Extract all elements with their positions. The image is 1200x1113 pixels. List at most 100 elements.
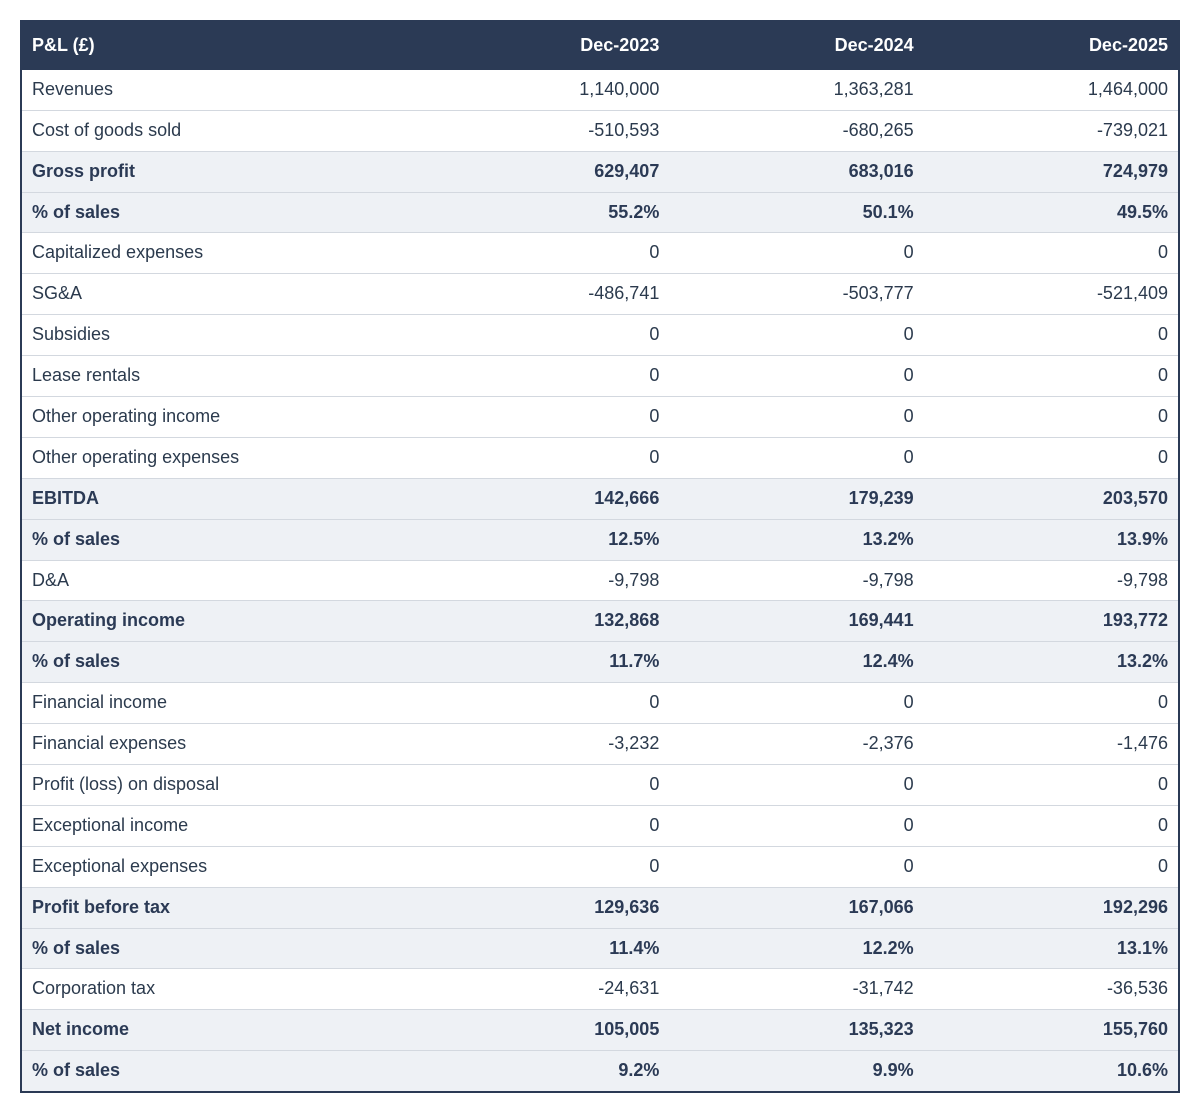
table-row: Other operating expenses000 — [22, 437, 1178, 478]
table-row: Financial income000 — [22, 683, 1178, 724]
row-label: % of sales — [22, 1051, 415, 1091]
row-value: 12.4% — [669, 642, 923, 683]
row-label: Subsidies — [22, 315, 415, 356]
row-value: -9,798 — [924, 560, 1178, 601]
row-value: 724,979 — [924, 151, 1178, 192]
row-value: -503,777 — [669, 274, 923, 315]
row-value: 0 — [924, 683, 1178, 724]
row-value: 11.4% — [415, 928, 669, 969]
row-label: D&A — [22, 560, 415, 601]
table-row: Exceptional income000 — [22, 805, 1178, 846]
row-label: Profit before tax — [22, 887, 415, 928]
row-value: 55.2% — [415, 192, 669, 233]
table-row: Lease rentals000 — [22, 356, 1178, 397]
row-value: 49.5% — [924, 192, 1178, 233]
table-row: Cost of goods sold-510,593-680,265-739,0… — [22, 110, 1178, 151]
row-label: Profit (loss) on disposal — [22, 765, 415, 806]
col-header-period-1: Dec-2023 — [415, 22, 669, 70]
row-value: -9,798 — [415, 560, 669, 601]
row-label: Net income — [22, 1010, 415, 1051]
table-row: % of sales12.5%13.2%13.9% — [22, 519, 1178, 560]
row-value: 0 — [924, 315, 1178, 356]
row-label: Financial expenses — [22, 724, 415, 765]
table-header-row: P&L (£) Dec-2023 Dec-2024 Dec-2025 — [22, 22, 1178, 70]
row-label: Exceptional expenses — [22, 846, 415, 887]
row-value: 683,016 — [669, 151, 923, 192]
row-label: % of sales — [22, 642, 415, 683]
row-value: -510,593 — [415, 110, 669, 151]
pnl-table: P&L (£) Dec-2023 Dec-2024 Dec-2025 Reven… — [22, 22, 1178, 1091]
table-row: EBITDA142,666179,239203,570 — [22, 478, 1178, 519]
row-value: 0 — [924, 765, 1178, 806]
table-row: Other operating income000 — [22, 397, 1178, 438]
row-label: Financial income — [22, 683, 415, 724]
table-row: Subsidies000 — [22, 315, 1178, 356]
row-value: 0 — [669, 233, 923, 274]
row-value: 0 — [924, 437, 1178, 478]
row-value: 0 — [669, 397, 923, 438]
row-value: 10.6% — [924, 1051, 1178, 1091]
row-value: 169,441 — [669, 601, 923, 642]
row-value: 0 — [924, 233, 1178, 274]
col-header-period-2: Dec-2024 — [669, 22, 923, 70]
row-value: 0 — [669, 683, 923, 724]
row-value: 192,296 — [924, 887, 1178, 928]
row-value: 0 — [669, 356, 923, 397]
row-value: 9.9% — [669, 1051, 923, 1091]
row-value: 0 — [669, 315, 923, 356]
row-label: Other operating income — [22, 397, 415, 438]
row-label: Exceptional income — [22, 805, 415, 846]
table-row: % of sales11.7%12.4%13.2% — [22, 642, 1178, 683]
row-value: -9,798 — [669, 560, 923, 601]
row-label: % of sales — [22, 519, 415, 560]
row-label: Other operating expenses — [22, 437, 415, 478]
row-value: 0 — [415, 846, 669, 887]
row-value: 1,363,281 — [669, 70, 923, 110]
row-value: 0 — [924, 805, 1178, 846]
table-row: Profit before tax129,636167,066192,296 — [22, 887, 1178, 928]
row-value: 13.2% — [669, 519, 923, 560]
row-value: 0 — [415, 356, 669, 397]
row-value: -36,536 — [924, 969, 1178, 1010]
row-value: 13.9% — [924, 519, 1178, 560]
table-row: SG&A-486,741-503,777-521,409 — [22, 274, 1178, 315]
row-value: 0 — [669, 765, 923, 806]
row-value: 179,239 — [669, 478, 923, 519]
row-value: 0 — [415, 397, 669, 438]
row-value: -521,409 — [924, 274, 1178, 315]
table-row: Exceptional expenses000 — [22, 846, 1178, 887]
row-value: 9.2% — [415, 1051, 669, 1091]
row-value: 142,666 — [415, 478, 669, 519]
row-value: 629,407 — [415, 151, 669, 192]
row-value: 1,140,000 — [415, 70, 669, 110]
row-value: 0 — [924, 356, 1178, 397]
row-value: 1,464,000 — [924, 70, 1178, 110]
row-label: % of sales — [22, 192, 415, 233]
table-row: Operating income132,868169,441193,772 — [22, 601, 1178, 642]
row-value: 0 — [415, 437, 669, 478]
row-value: 0 — [415, 315, 669, 356]
row-label: Lease rentals — [22, 356, 415, 397]
col-header-label: P&L (£) — [22, 22, 415, 70]
row-label: Cost of goods sold — [22, 110, 415, 151]
table-row: Corporation tax-24,631-31,742-36,536 — [22, 969, 1178, 1010]
row-value: 105,005 — [415, 1010, 669, 1051]
row-label: Gross profit — [22, 151, 415, 192]
row-value: -3,232 — [415, 724, 669, 765]
row-value: 203,570 — [924, 478, 1178, 519]
pnl-table-container: P&L (£) Dec-2023 Dec-2024 Dec-2025 Reven… — [20, 20, 1180, 1093]
row-value: 0 — [415, 765, 669, 806]
row-value: 50.1% — [669, 192, 923, 233]
row-label: EBITDA — [22, 478, 415, 519]
row-label: SG&A — [22, 274, 415, 315]
table-row: Net income105,005135,323155,760 — [22, 1010, 1178, 1051]
row-label: % of sales — [22, 928, 415, 969]
row-value: 13.1% — [924, 928, 1178, 969]
table-row: Capitalized expenses000 — [22, 233, 1178, 274]
row-label: Capitalized expenses — [22, 233, 415, 274]
table-row: Revenues1,140,0001,363,2811,464,000 — [22, 70, 1178, 110]
row-value: 0 — [415, 805, 669, 846]
row-value: 167,066 — [669, 887, 923, 928]
table-row: % of sales55.2%50.1%49.5% — [22, 192, 1178, 233]
col-header-period-3: Dec-2025 — [924, 22, 1178, 70]
